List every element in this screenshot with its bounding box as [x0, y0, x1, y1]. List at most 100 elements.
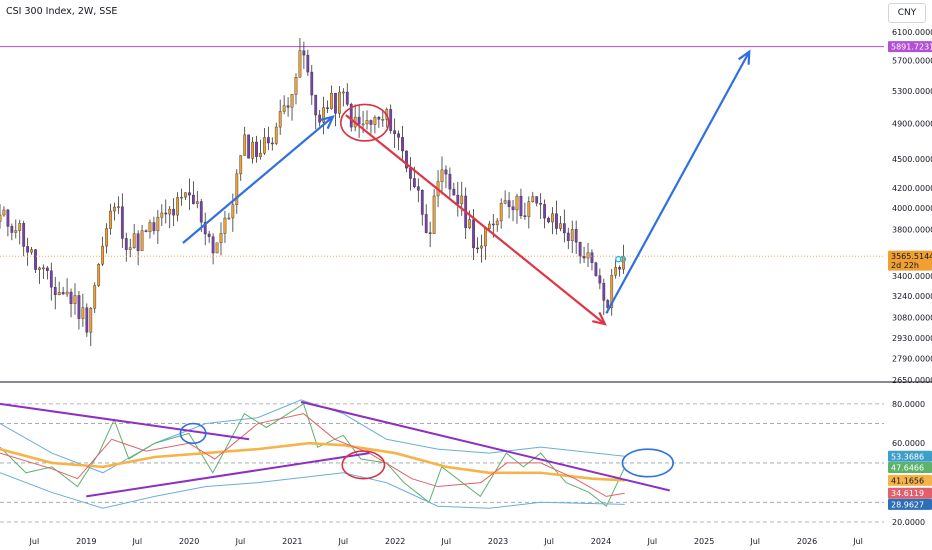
candle-up	[341, 91, 345, 94]
time-axis: Jul 2019 Jul 2020 Jul 2021 Jul 2022 Jul 2023 Jul 20…	[29, 537, 863, 546]
candle-down	[286, 105, 290, 108]
candle-up	[235, 173, 239, 206]
candle-up	[180, 196, 183, 199]
candle-up	[259, 152, 262, 157]
osc-value-badge	[888, 462, 932, 474]
candle-down	[574, 229, 578, 243]
candle-up	[551, 213, 554, 223]
candle-up	[215, 242, 219, 254]
osc-ellipse	[621, 448, 674, 478]
candle-up	[113, 206, 116, 212]
candle-up	[338, 91, 341, 114]
price-tick-label: 6100.0000	[892, 28, 932, 37]
candle-down	[476, 247, 479, 250]
candle-up	[614, 267, 618, 276]
candle-down	[578, 241, 582, 257]
price-tick-label: 5300.0000	[892, 87, 932, 96]
consolidation-ellipse	[340, 103, 390, 142]
candle-up	[487, 223, 491, 229]
candle-up	[361, 123, 365, 126]
osc-trendline	[86, 452, 370, 498]
candle-down	[472, 219, 475, 249]
price-drawings	[0, 49, 884, 326]
candle-up	[168, 208, 172, 215]
candle-down	[448, 173, 452, 190]
osc-line-rsi_green	[0, 403, 626, 508]
osc-tick-label: 60.0000	[892, 439, 925, 448]
candle-up	[2, 209, 6, 216]
candlestick-series	[0, 38, 625, 347]
candle-down	[136, 233, 140, 252]
candle-up	[81, 307, 85, 319]
candle-up	[373, 117, 377, 125]
candle-up	[527, 201, 531, 217]
candle-down	[124, 238, 128, 250]
candle-up	[570, 229, 574, 241]
candle-up	[195, 201, 199, 204]
candle-down	[199, 201, 203, 223]
candle-up	[243, 134, 247, 156]
candle-down	[606, 300, 610, 309]
osc-tick-label: 20.0000	[892, 518, 925, 527]
candle-down	[69, 291, 73, 304]
candle-down	[594, 262, 598, 276]
candle-down	[416, 186, 420, 191]
candle-up	[219, 233, 223, 244]
candle-down	[266, 137, 270, 144]
currency-button[interactable]: CNY	[888, 3, 926, 23]
trend-arrow-up-1	[182, 115, 334, 244]
time-tick-label: 2022	[385, 537, 405, 546]
candle-down	[77, 295, 81, 319]
candle-up	[156, 216, 160, 231]
time-tick-label: Jul	[29, 537, 40, 546]
candle-up	[274, 126, 278, 144]
candle-up	[294, 76, 298, 95]
osc-tick-label: 80.0000	[892, 400, 925, 409]
time-tick-label: 2023	[488, 537, 508, 546]
trend-arrow-down-2-head	[592, 311, 607, 326]
candle-down	[618, 267, 621, 270]
candle-up	[65, 291, 69, 295]
candle-down	[582, 256, 586, 259]
candle-up	[495, 220, 499, 226]
candle-down	[389, 109, 393, 131]
candle-up	[89, 308, 93, 333]
candle-up	[322, 107, 325, 123]
last-price-badge-countdown: 2d 22h	[891, 261, 919, 270]
candle-down	[397, 133, 400, 138]
candle-down	[539, 202, 543, 205]
candle-up	[42, 267, 45, 270]
candle-down	[420, 190, 424, 215]
candle-down	[188, 192, 191, 196]
candle-up	[290, 94, 294, 108]
candle-up	[18, 223, 22, 231]
resistance-price-badge	[888, 41, 932, 53]
candle-down	[393, 130, 397, 134]
candle-up	[239, 155, 243, 175]
candle-up	[468, 219, 472, 229]
price-tick-label: 3800.0000	[892, 226, 932, 235]
candle-down	[562, 223, 566, 234]
candle-up	[622, 255, 625, 270]
candle-down	[207, 233, 211, 237]
candle-up	[503, 200, 507, 204]
candle-down	[590, 252, 594, 263]
time-tick-label: 2020	[179, 537, 199, 546]
candle-down	[511, 206, 515, 211]
osc-ellipse	[179, 422, 207, 445]
price-axis: 6100.0000 5700.0000 5300.0000 4900.0000 4500…	[892, 28, 932, 527]
price-tick-label: 4000.0000	[892, 204, 932, 213]
candle-up	[140, 230, 144, 252]
osc-value-badge	[888, 498, 932, 510]
candle-down	[369, 120, 373, 125]
candle-up	[251, 141, 254, 159]
price-tick-label: 5700.0000	[892, 56, 932, 65]
trend-arrow-down-2	[345, 114, 606, 325]
candle-down	[310, 71, 314, 96]
candle-down	[535, 196, 539, 204]
candle-down	[428, 232, 432, 234]
candle-down	[349, 104, 353, 128]
candle-down	[566, 232, 570, 241]
